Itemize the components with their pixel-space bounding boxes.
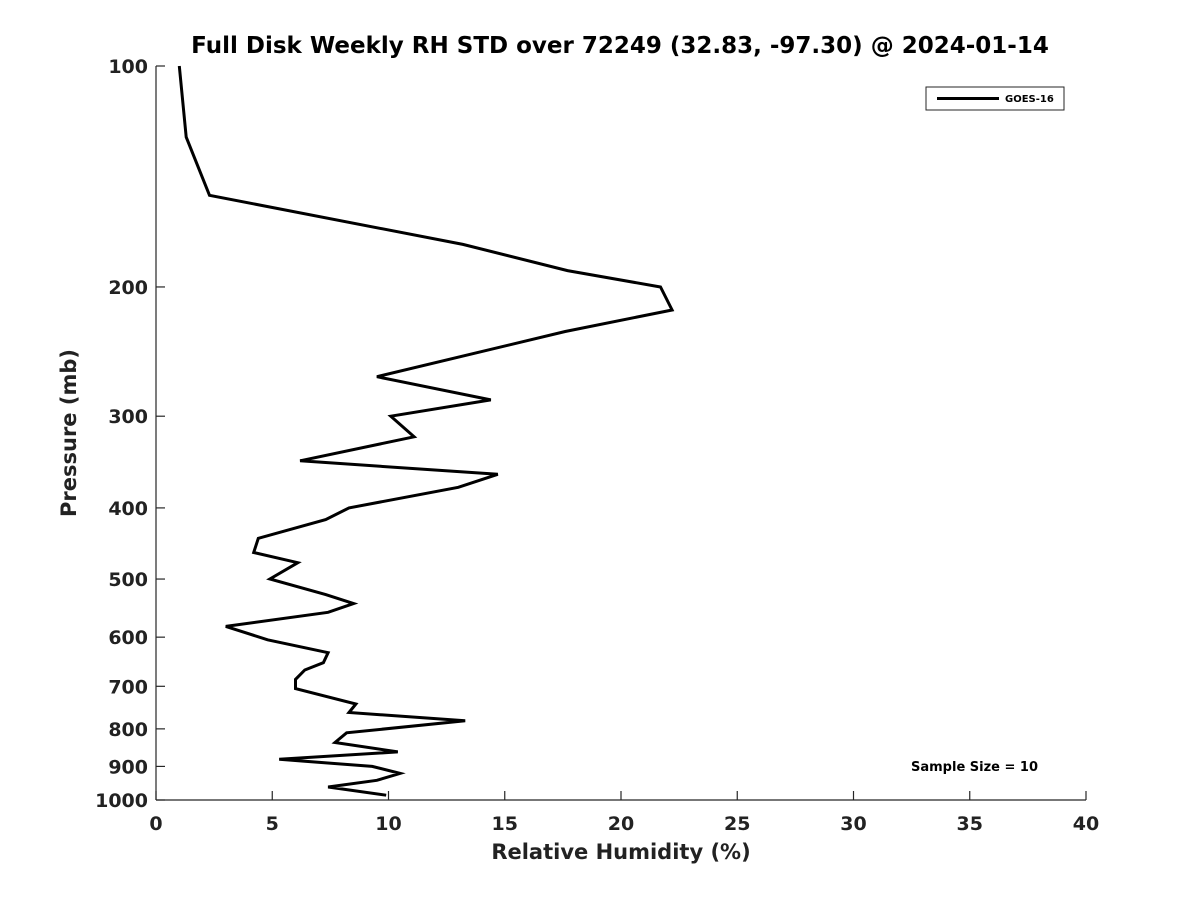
- x-tick-label: 40: [1073, 813, 1099, 835]
- x-tick-label: 10: [375, 813, 401, 835]
- y-tick-label: 500: [108, 569, 148, 591]
- y-tick-label: 200: [108, 277, 148, 299]
- y-ticks: 100 200 300 400 500 600 700 800 900 1000: [95, 56, 165, 812]
- x-tick-label: 25: [724, 813, 750, 835]
- chart-title: Full Disk Weekly RH STD over 72249 (32.8…: [191, 33, 1049, 59]
- series-group: [177, 65, 675, 797]
- y-tick-label: 300: [108, 406, 148, 428]
- y-tick-label: 600: [108, 627, 148, 649]
- x-tick-label: 35: [957, 813, 983, 835]
- x-axis-label: Relative Humidity (%): [491, 840, 750, 864]
- y-tick-label: 100: [108, 56, 148, 78]
- sample-size-annotation: Sample Size = 10: [911, 760, 1038, 775]
- legend: GOES-16: [925, 86, 1065, 111]
- y-tick-label: 700: [108, 676, 148, 698]
- x-tick-label: 0: [149, 813, 162, 835]
- x-tick-label: 5: [266, 813, 279, 835]
- y-tick-label: 1000: [95, 790, 148, 812]
- x-tick-label: 15: [492, 813, 518, 835]
- x-tick-label: 20: [608, 813, 634, 835]
- y-axis-label: Pressure (mb): [57, 349, 81, 517]
- y-tick-label: 800: [108, 719, 148, 741]
- legend-label-goes-16: GOES-16: [1005, 94, 1054, 105]
- y-tick-label: 400: [108, 498, 148, 520]
- x-tick-label: 30: [840, 813, 866, 835]
- x-ticks: 0 5 10 15 20 25 30 35 40: [149, 791, 1099, 835]
- series-line-goes-16: [177, 65, 675, 797]
- y-tick-label: 900: [108, 756, 148, 778]
